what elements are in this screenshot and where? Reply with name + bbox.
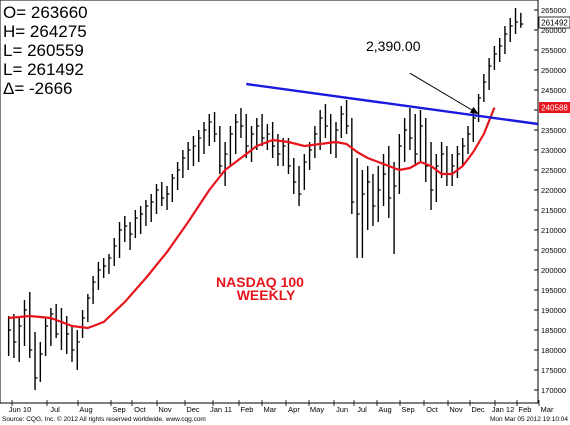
ohlc-line-change: Δ= -2666 [3,79,73,98]
x-axis: Jun 10 Jul Aug Sep Oct Nov Dec Jan 11 Feb Mar Apr M… [0,400,554,414]
x-tick-label: Aug [378,405,391,414]
x-tick-label: Oct [134,405,147,414]
ohlc-line-open: O= 263660 [3,3,88,22]
x-tick-label: Nov [158,405,172,414]
chart-title-line1: NASDAQ 100 [216,274,304,290]
y-tick-label: 175000 [541,366,566,375]
y-tick-label: 190000 [541,306,566,315]
resistance-trendline [246,82,539,126]
y-axis: 170000 175000 180000 185000 190000 195000 2000… [534,6,566,395]
x-tick-label: Jan 12 [492,405,515,414]
y-tick-label: 200000 [541,266,566,275]
y-tick-label: 180000 [541,346,566,355]
x-tick-label: Jul [357,405,367,414]
ohlc-line-high: H= 264275 [3,22,87,41]
x-tick-label: Dec [186,405,200,414]
x-tick-label: Feb [519,405,532,414]
x-tick-label: Nov [449,405,463,414]
y-tick-label: 205000 [541,246,566,255]
ohlc-line-last: L= 261492 [3,60,84,79]
x-tick-label: Oct [426,405,439,414]
last-price-badge: 261492 [538,16,570,29]
plot-area [0,0,539,404]
x-tick-label: Mar [541,405,554,414]
chart-title-line2: WEEKLY [237,287,296,303]
y-tick-label: 235000 [541,126,566,135]
price-bars [7,8,524,390]
x-tick-label: Apr [288,405,300,414]
x-tick-label: Feb [241,405,254,414]
moving-average-line [8,107,496,330]
callout-label: 2,390.00 [366,38,421,54]
ma-price-badge-text: 240588 [541,104,568,113]
ma-price-badge: 240588 [539,102,570,113]
x-tick-label: Mar [264,405,277,414]
x-tick-label: May [310,405,324,414]
y-tick-label: 230000 [541,146,566,155]
footer-source: Source: CQG, Inc. © 2012 All rights rese… [2,415,206,423]
y-tick-label: 185000 [541,326,566,335]
y-tick-label: 170000 [541,386,566,395]
last-price-badge-text: 261492 [541,19,568,28]
y-tick-label: 220000 [541,186,566,195]
x-tick-label: Sep [112,405,125,414]
x-tick-label: Jan 11 [210,405,232,414]
x-tick-label: Aug [79,405,92,414]
x-tick-label: Sep [401,405,414,414]
ohlc-line-low: L= 260559 [3,41,84,60]
ohlc-readout: O= 263660 H= 264275 L= 260559 L= 261492 … [3,3,88,98]
y-tick-label: 195000 [541,286,566,295]
y-tick-label: 250000 [541,66,566,75]
y-tick-label: 210000 [541,226,566,235]
x-tick-label: Dec [471,405,485,414]
footer-timestamp: Mon Mar 05 2012 19:10:04 [490,416,568,423]
callout-arrowhead [469,106,479,114]
y-tick-label: 265000 [541,6,566,15]
x-tick-label: Jul [50,405,60,414]
trendline-layer [246,82,539,126]
y-tick-label: 245000 [541,86,566,95]
x-tick-label: Jun [336,405,348,414]
ma-price-badge-bg [539,102,570,113]
y-tick-label: 260000 [541,26,566,35]
y-tick-label: 215000 [541,206,566,215]
x-tick-label: Jun 10 [9,405,32,414]
last-price-badge-bg [538,16,570,29]
callout-arrow [409,72,479,115]
y-tick-label: 255000 [541,46,566,55]
y-tick-label: 225000 [541,166,566,175]
moving-average-layer [8,107,496,330]
